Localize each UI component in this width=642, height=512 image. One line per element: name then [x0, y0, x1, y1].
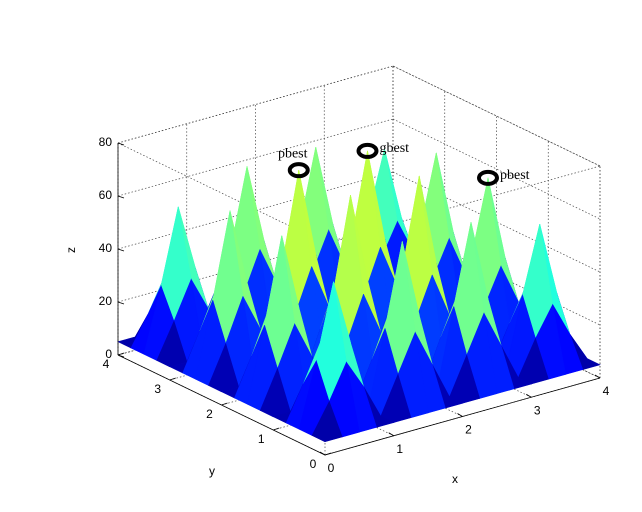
z-tick-label: 60 [99, 188, 113, 202]
z-tick [117, 248, 125, 252]
y-tick-label: 4 [103, 357, 110, 371]
annotation: pbest [500, 168, 530, 183]
y-axis-label: y [209, 464, 215, 478]
z-tick-label: 20 [99, 294, 113, 308]
best-marker [356, 142, 379, 159]
annotation: pbest [278, 146, 308, 161]
x-tick [319, 451, 326, 456]
x-tick-label: 1 [396, 442, 403, 456]
x-tick-label: 4 [603, 384, 610, 398]
z-tick-label: 0 [105, 347, 112, 361]
x-tick [526, 393, 532, 398]
best-marker [287, 162, 310, 179]
best-marker [477, 169, 499, 186]
x-tick [594, 374, 601, 379]
z-axis-label: z [64, 247, 78, 253]
annotation: gbest [380, 141, 410, 156]
z-tick [117, 195, 125, 199]
surface-patch [311, 400, 343, 443]
z-tick [117, 354, 125, 358]
y-tick [221, 402, 228, 406]
z-tick [117, 142, 125, 146]
x-tick-label: 2 [465, 423, 472, 437]
x-tick [388, 432, 394, 437]
x-tick-label: 3 [534, 403, 541, 417]
y-tick [117, 352, 125, 356]
y-tick-label: 1 [258, 432, 265, 446]
y-tick [169, 377, 176, 381]
z-tick-label: 80 [99, 135, 113, 149]
x-tick [457, 413, 463, 417]
x-tick-label: 0 [328, 461, 335, 475]
z-tick-label: 40 [99, 241, 113, 255]
x-axis-label: x [452, 472, 458, 486]
y-tick-label: 3 [154, 382, 161, 396]
y-tick [273, 427, 280, 431]
y-tick-label: 2 [206, 407, 213, 421]
z-tick [117, 301, 125, 305]
y-tick-label: 0 [310, 457, 317, 471]
y-tick [324, 452, 332, 456]
